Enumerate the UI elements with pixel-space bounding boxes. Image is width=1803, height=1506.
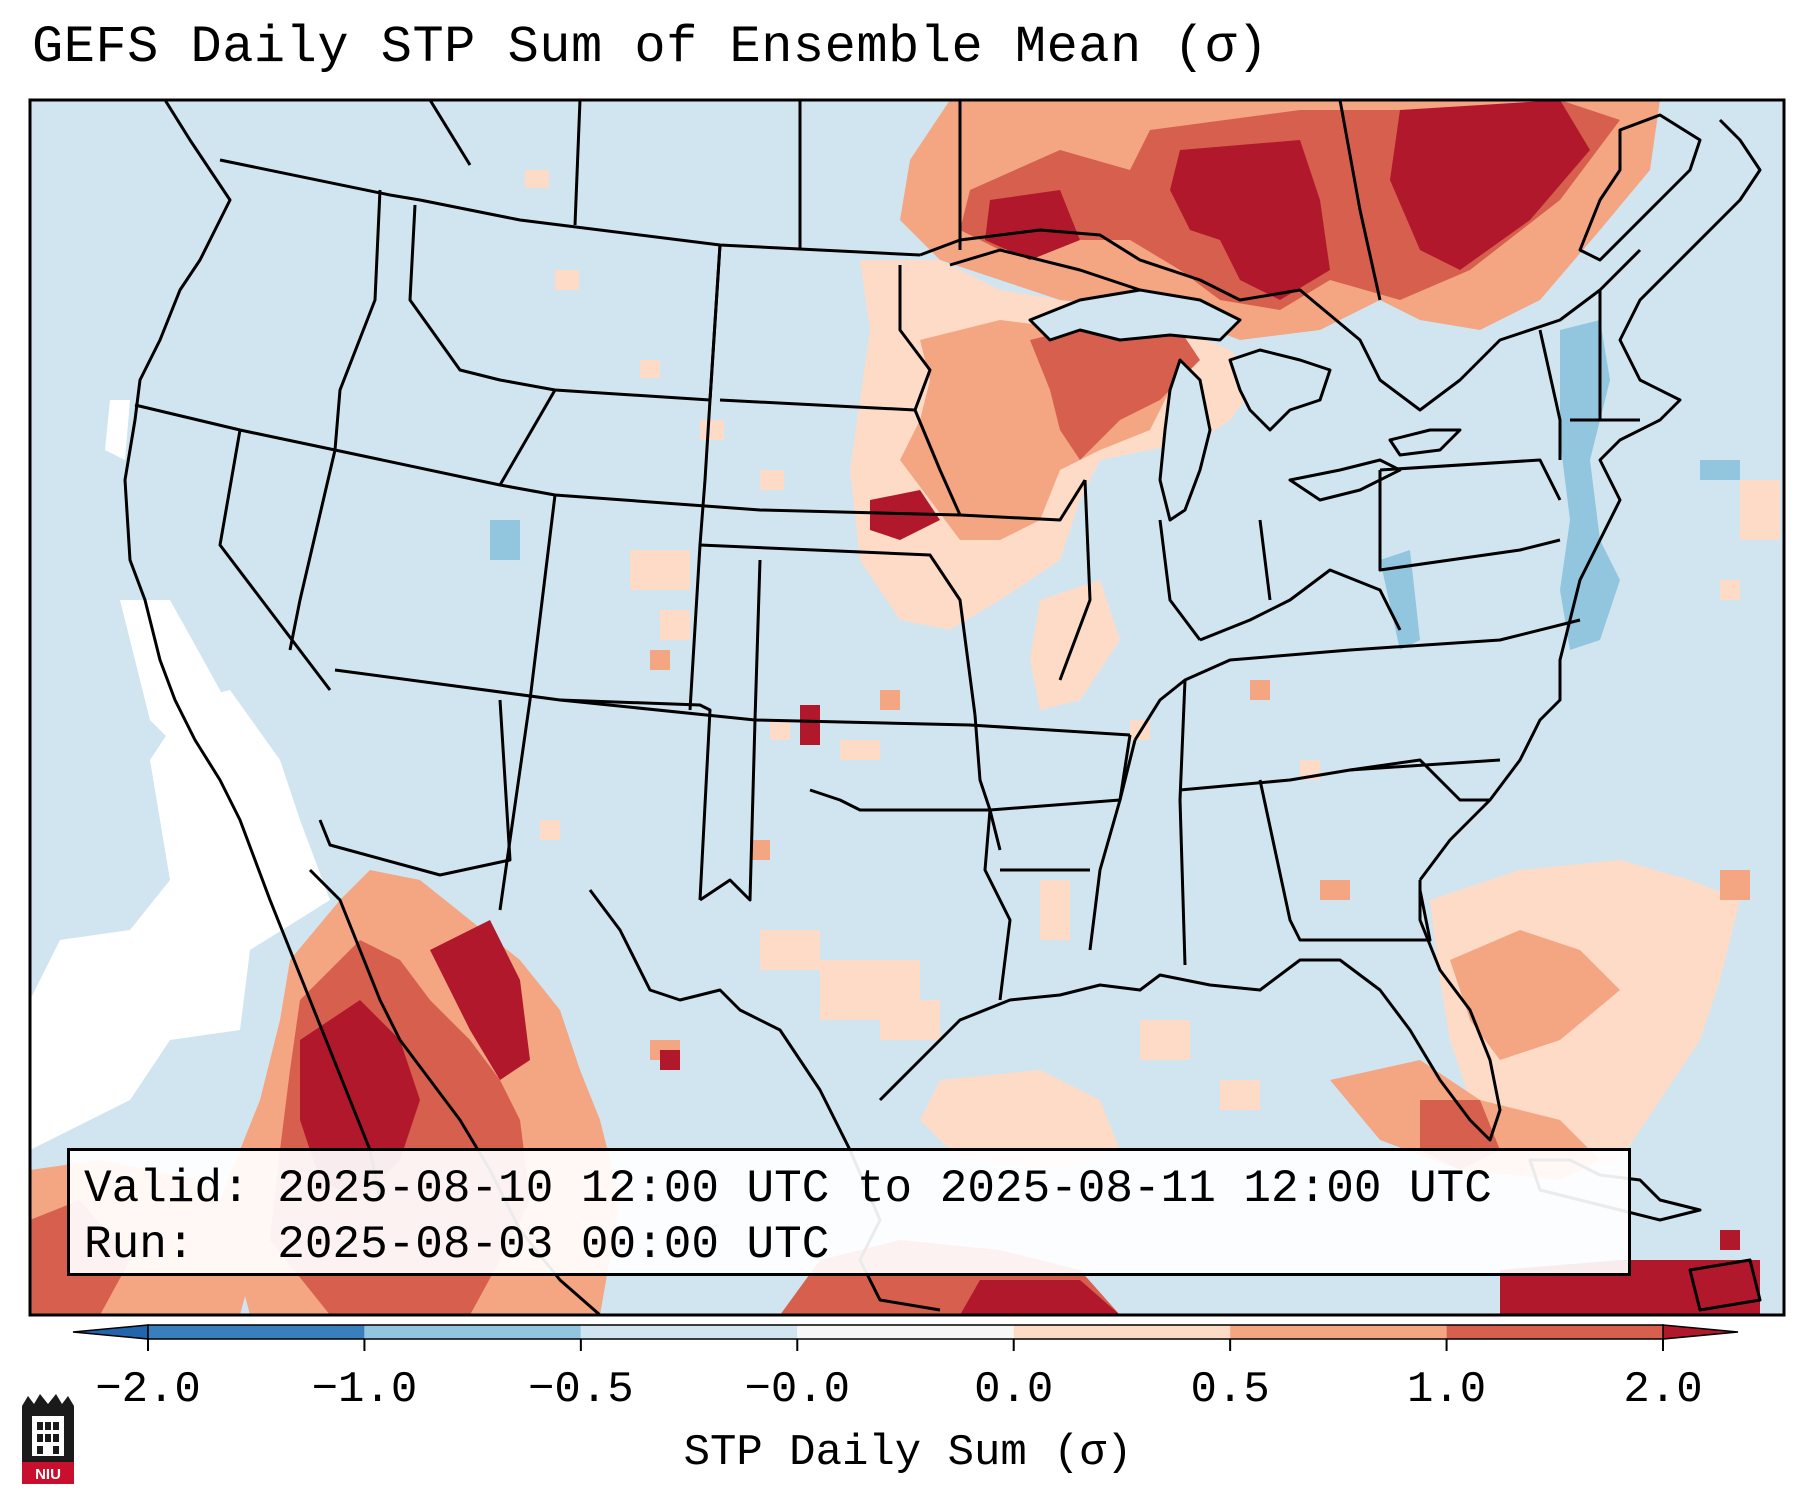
colorbar-bin-0 bbox=[148, 1325, 365, 1339]
run-value: 2025-08-03 00:00 UTC bbox=[277, 1219, 830, 1271]
colorbar-bin-6 bbox=[1446, 1325, 1663, 1339]
upper-midwest-field bbox=[850, 260, 1260, 710]
colorbar-frame bbox=[147, 1324, 1664, 1340]
colorbar-extend-high bbox=[1662, 1324, 1739, 1340]
colorbar-tick-label-2: −0.5 bbox=[528, 1365, 634, 1415]
map-frame bbox=[28, 98, 1786, 1317]
colorbar-tick-label-1: −1.0 bbox=[311, 1365, 418, 1415]
great-lakes bbox=[1028, 288, 1462, 522]
map-title: GEFS Daily STP Sum of Ensemble Mean (σ) bbox=[32, 18, 1269, 77]
pacific-neutral-field bbox=[30, 400, 330, 1150]
valid-label: Valid: bbox=[84, 1163, 250, 1215]
colorbar-tick-label-5: 0.5 bbox=[1190, 1365, 1270, 1415]
colorbar-bin-3 bbox=[797, 1325, 1014, 1339]
valid-line: Valid: 2025-08-10 12:00 UTC to 2025-08-1… bbox=[84, 1161, 1614, 1217]
scattered-high-cells bbox=[660, 500, 1740, 1250]
colorbar-bin-1 bbox=[364, 1325, 581, 1339]
colorbar-tick-label-4: 0.0 bbox=[974, 1365, 1054, 1415]
run-label: Run: bbox=[84, 1219, 195, 1271]
scattered-moderate-cells bbox=[650, 650, 1750, 1060]
coastlines bbox=[123, 100, 1762, 1315]
niu-logo: NIU bbox=[22, 1394, 74, 1484]
colorbar-bin-4 bbox=[1013, 1325, 1231, 1339]
colorbar-bin-2 bbox=[580, 1325, 798, 1339]
colorbar-tick-label-0: −2.0 bbox=[95, 1365, 201, 1415]
scattered-positive-cells bbox=[525, 170, 1780, 1110]
colorbar-label: STP Daily Sum (σ) bbox=[683, 1428, 1133, 1478]
colorbar-tick-label-7: 2.0 bbox=[1623, 1365, 1703, 1415]
colorbar bbox=[72, 1324, 1739, 1351]
colorbar-tick-label-3: −0.0 bbox=[744, 1365, 851, 1415]
colorbar-extend-low bbox=[72, 1324, 149, 1340]
niu-logo-text: NIU bbox=[35, 1466, 61, 1483]
valid-value: 2025-08-10 12:00 UTC to 2025-08-11 12:00… bbox=[277, 1163, 1492, 1215]
negative-field bbox=[490, 320, 1740, 650]
canada-high-field bbox=[900, 100, 1660, 340]
colorbar-tick-label-6: 1.0 bbox=[1406, 1365, 1487, 1415]
state-borders bbox=[134, 100, 1642, 1001]
colorbar-bin-5 bbox=[1230, 1325, 1447, 1339]
run-line: Run: 2025-08-03 00:00 UTC bbox=[84, 1217, 1614, 1273]
valid-run-info-box: Valid: 2025-08-10 12:00 UTC to 2025-08-1… bbox=[67, 1148, 1631, 1276]
